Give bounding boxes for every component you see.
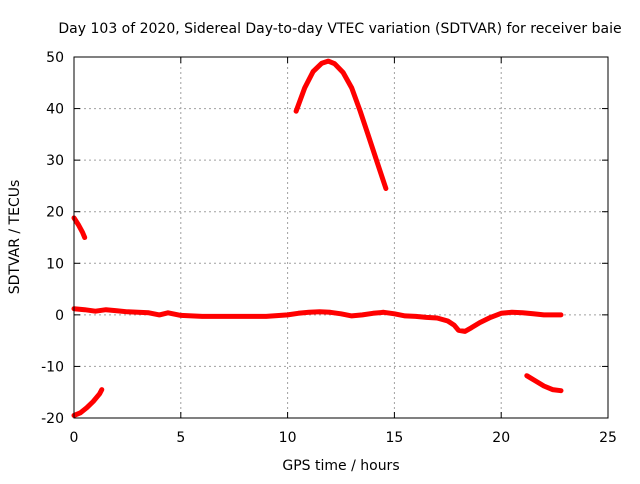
y-tick-label: 30 — [46, 153, 64, 169]
y-tick-label: 0 — [55, 308, 64, 324]
series-layer — [71, 58, 564, 418]
grid-layer — [74, 57, 608, 418]
tick-layer: 0 5 10 15 20 25 -20 -10 0 10 20 30 40 50 — [41, 50, 617, 446]
y-axis-label: SDTVAR / TECUs — [7, 180, 23, 295]
x-axis-label: GPS time / hours — [282, 458, 399, 474]
plot-frame — [73, 56, 609, 419]
x-tick-label: 5 — [176, 430, 185, 446]
x-tick-label: 20 — [492, 430, 510, 446]
series-evening-dip — [524, 373, 564, 394]
series-start-low — [71, 387, 105, 418]
y-tick-label: 20 — [46, 205, 64, 221]
x-tick-label: 0 — [70, 430, 79, 446]
chart-title: Day 103 of 2020, Sidereal Day-to-day VTE… — [58, 21, 621, 37]
series-baseline — [71, 306, 564, 334]
x-tick-label: 10 — [279, 430, 297, 446]
y-tick-label: 50 — [46, 50, 64, 66]
y-tick-label: -20 — [41, 411, 64, 427]
x-tick-label: 15 — [385, 430, 403, 446]
y-tick-label: 10 — [46, 256, 64, 272]
series-start-high — [71, 215, 88, 240]
y-tick-label: 40 — [46, 102, 64, 118]
x-tick-label: 25 — [599, 430, 617, 446]
y-tick-label: -10 — [41, 359, 64, 375]
series-daytime-peak — [293, 58, 389, 191]
